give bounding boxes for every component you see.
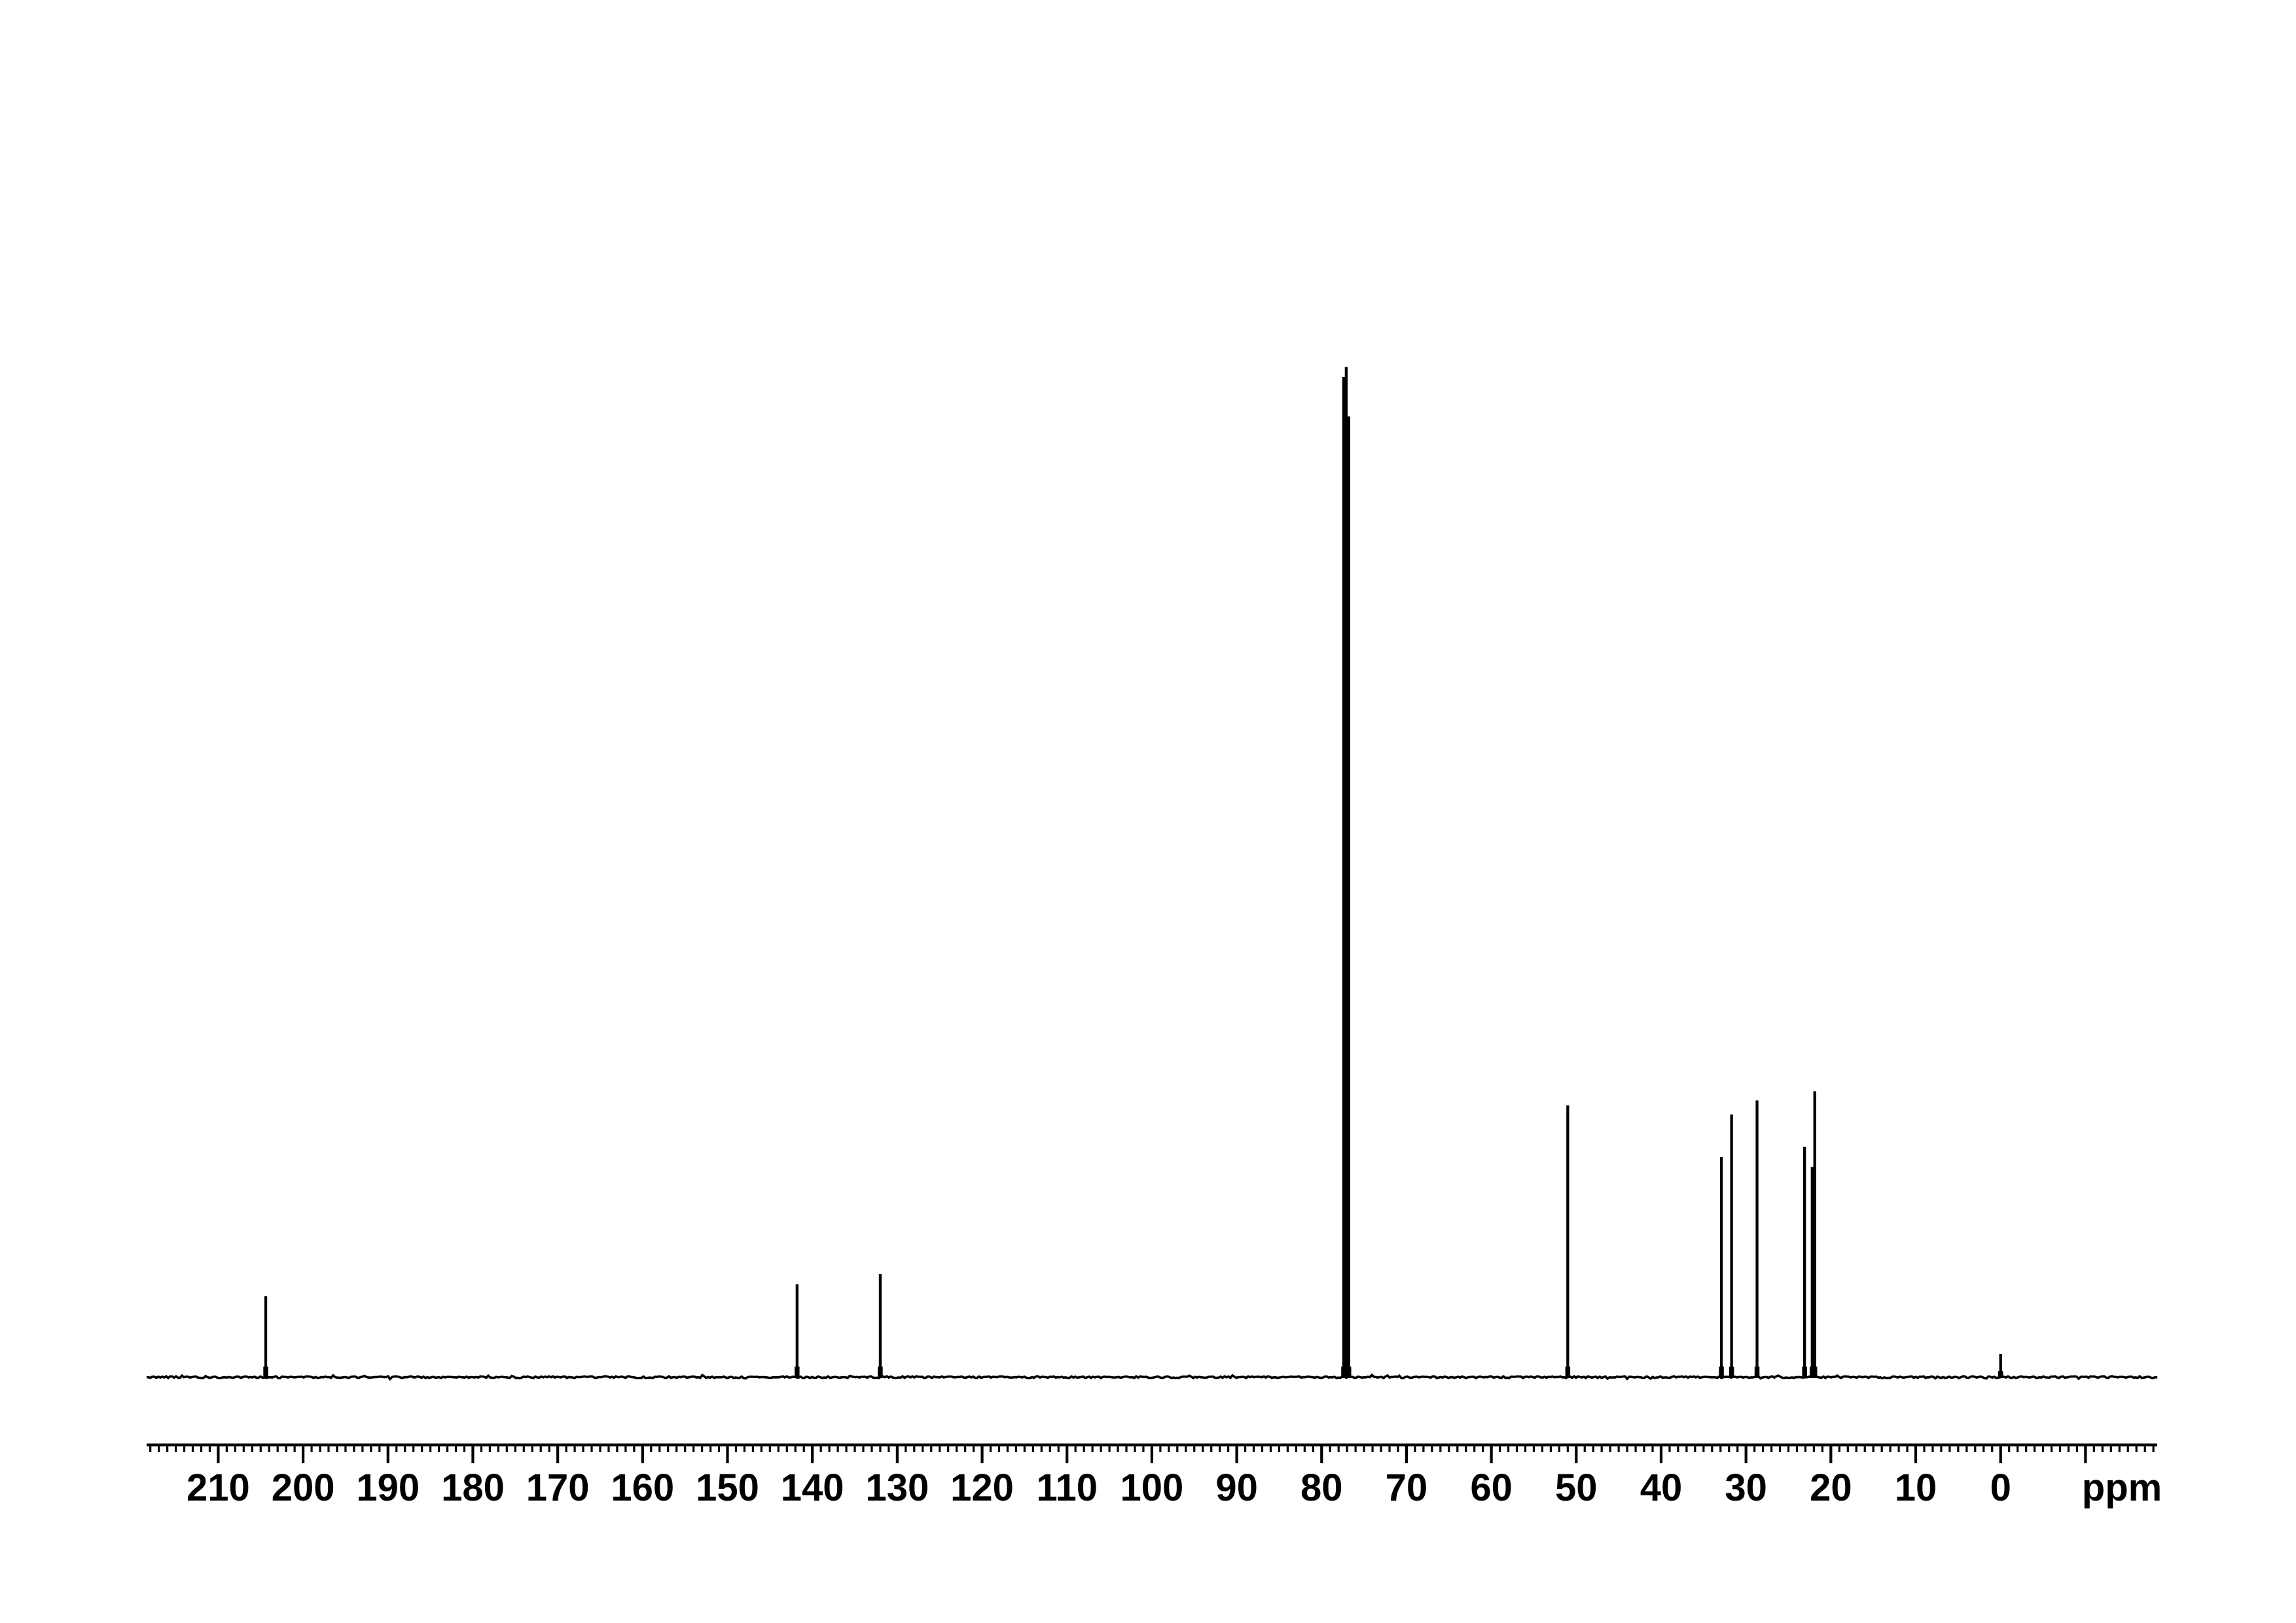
axis-tick-label: 40: [1640, 1467, 1683, 1509]
axis-tick-label: 120: [950, 1467, 1014, 1509]
axis-tick-label: 190: [356, 1467, 420, 1509]
axis-tick-label: 180: [441, 1467, 505, 1509]
axis-tick-label: 170: [526, 1467, 590, 1509]
axis-tick-label: 140: [781, 1467, 844, 1509]
axis-tick-label: 210: [187, 1467, 250, 1509]
baseline-trace: [146, 1373, 2158, 1381]
x-axis-unit-label: ppm: [2082, 1467, 2162, 1509]
axis-tick-label: 30: [1725, 1467, 1767, 1509]
axis-tick-label: 100: [1121, 1467, 1184, 1509]
axis-tick-label: 60: [1470, 1467, 1513, 1509]
axis-tick-label: 80: [1300, 1467, 1343, 1509]
axis-tick-label: 70: [1386, 1467, 1428, 1509]
axis-tick-label: 130: [865, 1467, 929, 1509]
x-axis-tick-labels: 210 200 190 180 170 160 150 140 130 120 110 100 90 80…: [187, 1467, 2011, 1509]
peak-lines: [263, 367, 2003, 1378]
axis-tick-label: 20: [1810, 1467, 1852, 1509]
axis-tick-label: 150: [696, 1467, 759, 1509]
axis-tick-label: 90: [1215, 1467, 1258, 1509]
axis-tick-label: 110: [1036, 1467, 1098, 1509]
axis-tick-label: 50: [1555, 1467, 1598, 1509]
baseline-noise-trace: [146, 1373, 2158, 1381]
axis-tick-label: 0: [1990, 1467, 2011, 1509]
x-axis-ruler: [147, 1443, 2157, 1463]
axis-tick-label: 200: [272, 1467, 335, 1509]
axis-tick-label: 10: [1895, 1467, 1937, 1509]
axis-tick-label: 160: [611, 1467, 674, 1509]
